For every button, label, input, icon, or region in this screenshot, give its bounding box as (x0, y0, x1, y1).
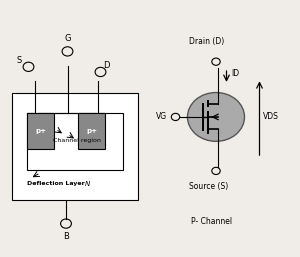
Circle shape (188, 93, 244, 141)
Text: VG: VG (156, 112, 167, 122)
Text: ID: ID (231, 69, 239, 78)
Text: B: B (63, 232, 69, 241)
Text: p+: p+ (35, 128, 46, 134)
Text: VDS: VDS (263, 112, 279, 122)
Text: D: D (103, 61, 110, 70)
Bar (27, 113, 123, 170)
Text: S: S (17, 56, 22, 65)
Text: Deflection Layer: Deflection Layer (27, 181, 85, 186)
Text: G: G (64, 34, 71, 43)
Text: Source (S): Source (S) (189, 182, 228, 191)
Bar (12, 93, 138, 200)
Text: Channel region: Channel region (52, 137, 100, 143)
Bar (27, 113, 54, 149)
Bar (78, 113, 105, 149)
Text: p+: p+ (86, 128, 97, 134)
Text: N: N (84, 181, 90, 187)
Text: Drain (D): Drain (D) (189, 36, 225, 46)
Text: P- Channel: P- Channel (191, 216, 232, 226)
